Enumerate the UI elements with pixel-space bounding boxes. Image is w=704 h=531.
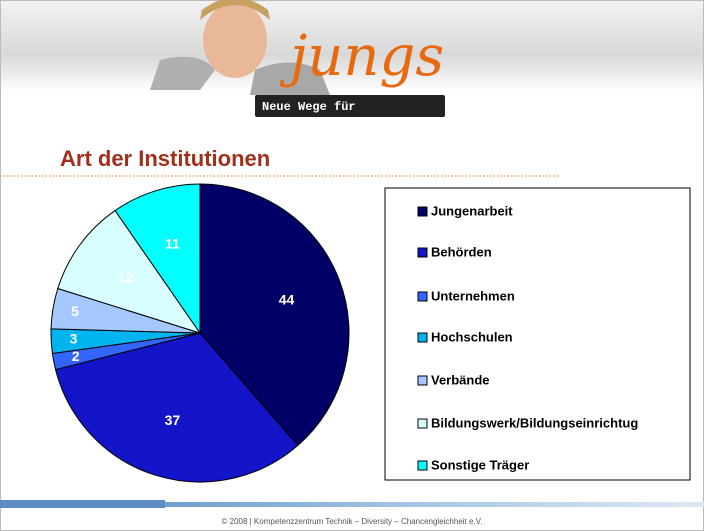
legend-swatch: [418, 333, 427, 342]
footer-bar: [0, 500, 165, 508]
logo: jungs: [279, 24, 444, 89]
value-label: 37: [165, 412, 181, 428]
legend-label: Verbände: [431, 372, 490, 387]
legend-swatch: [418, 248, 427, 257]
legend-swatch: [418, 419, 427, 428]
legend-label: Bildungswerk/Bildungseinrichtug: [431, 415, 638, 430]
legend-label: Unternehmen: [431, 288, 515, 303]
legend-swatch: [418, 292, 427, 301]
value-label: 12: [118, 269, 134, 285]
legend-label: Jungenarbeit: [431, 203, 513, 218]
legend-label: Behörden: [431, 244, 492, 259]
value-label: 11: [165, 236, 180, 252]
chart-title: Art der Institutionen: [60, 146, 270, 171]
value-label: 3: [70, 331, 78, 347]
tagline: Neue Wege für: [262, 100, 356, 114]
footer-text: © 2008 | Kompetenzzentrum Technik – Dive…: [221, 517, 482, 526]
legend-swatch: [418, 376, 427, 385]
legend-swatch: [418, 461, 427, 470]
slide: jungs Neue Wege für Art der Institutione…: [0, 0, 704, 531]
legend-label: Sonstige Träger: [431, 457, 529, 472]
legend-label: Hochschulen: [431, 329, 513, 344]
footer-bar: [165, 502, 704, 507]
value-label: 44: [279, 291, 295, 307]
value-label: 5: [71, 303, 79, 319]
legend-swatch: [418, 207, 427, 216]
